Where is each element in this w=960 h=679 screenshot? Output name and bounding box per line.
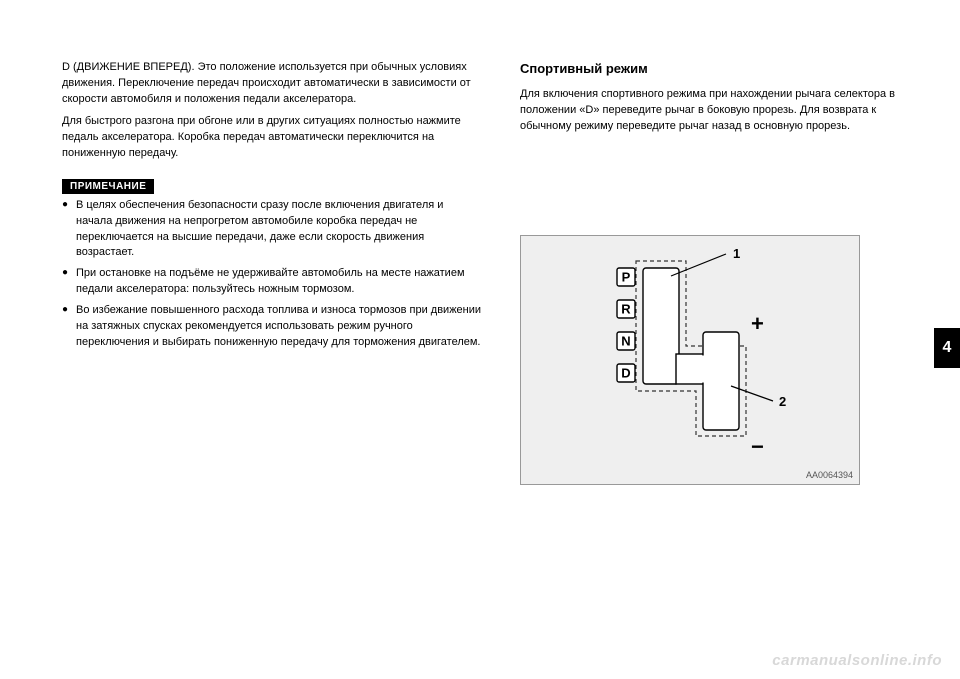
pos-d: D [621,365,630,380]
page-section-tab: 4 [934,328,960,368]
shift-gate-diagram: P R N D + − 1 2 AA0064394 [520,235,860,485]
sport-mode-heading: Спортивный режим [520,60,900,79]
note-item-1: В целях обеспечения безопасности сразу п… [62,198,482,262]
diagram-id: AA0064394 [806,470,853,480]
shift-gate-svg: P R N D + − 1 2 [521,236,861,486]
minus-icon: − [751,434,764,459]
plus-icon: + [751,311,764,336]
note-item-2: При остановке на подъёме не удерживайте … [62,266,482,298]
pos-r: R [621,301,631,316]
legend-1: 1 [733,246,740,261]
note-item-3: Во избежание повышенного расхода топлива… [62,303,482,351]
note-block: ПРИМЕЧАНИЕ В целях обеспечения безопасно… [62,176,482,351]
pos-n: N [621,333,630,348]
left-para-2: Для быстрого разгона при обгоне или в др… [62,114,482,162]
legend-2: 2 [779,394,786,409]
left-body-text: D (ДВИЖЕНИЕ ВПЕРЕД). Это положение испол… [62,60,482,162]
left-para-1: D (ДВИЖЕНИЕ ВПЕРЕД). Это положение испол… [62,60,482,108]
note-heading: ПРИМЕЧАНИЕ [62,179,154,194]
sport-mode-para: Для включения спортивного режима при нах… [520,87,900,135]
pos-p: P [622,269,631,284]
watermark-text: carmanualsonline.info [772,652,942,669]
